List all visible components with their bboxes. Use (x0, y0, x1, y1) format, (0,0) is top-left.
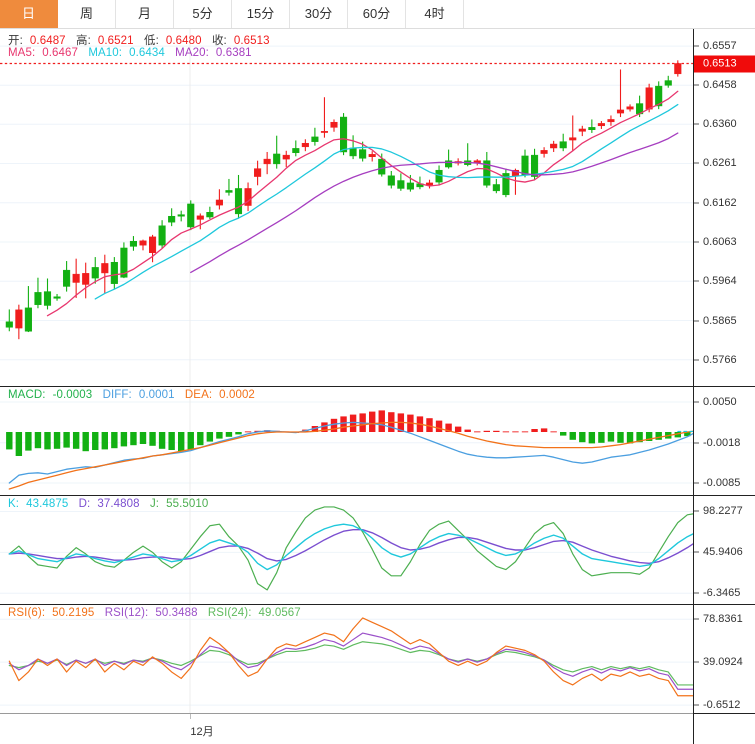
kdj-axis-label: -6.3465 (703, 587, 741, 600)
price-axis-label: 0.5865 (703, 314, 737, 327)
tab-bar-filler (464, 0, 755, 28)
rsi-axis: 78.8361 39.0924 -0.6512 (693, 604, 755, 713)
rsi-axis-label: 78.8361 (703, 613, 743, 626)
axis-tick (694, 45, 699, 47)
rsi-axis-label: -0.6512 (703, 699, 741, 712)
chart-canvas (0, 387, 693, 495)
rsi-axis-label: 39.0924 (703, 656, 743, 669)
axis-tick (694, 551, 699, 553)
axis-tick (694, 401, 699, 403)
tab-label: 4时 (424, 6, 445, 21)
axis-tick (694, 510, 699, 512)
axis-tick (694, 442, 699, 444)
chart-canvas (0, 496, 693, 604)
tab-5[interactable]: 30分 (290, 0, 348, 28)
tab-label: 15分 (246, 6, 275, 21)
kdj-axis: 98.2277 45.9406 -6.3465 (693, 495, 755, 604)
axis-tick (694, 84, 699, 86)
time-axis-tick (190, 714, 191, 719)
chart-canvas (0, 29, 693, 386)
tab-2[interactable]: 月 (116, 0, 174, 28)
axis-tick (694, 618, 699, 620)
axis-tick (694, 704, 699, 706)
rsi-chart-panel[interactable] (0, 604, 693, 713)
kdj-axis-label: 45.9406 (703, 546, 743, 559)
time-axis-corner (693, 713, 755, 744)
price-axis-label: 0.6261 (703, 157, 737, 170)
price-chart-panel[interactable] (0, 29, 693, 386)
chart-canvas (0, 605, 693, 713)
price-axis-label: 0.6557 (703, 40, 737, 53)
axis-tick (694, 123, 699, 125)
tab-label: 5分 (192, 6, 213, 21)
macd-axis-label: 0.0050 (703, 396, 737, 408)
tab-7[interactable]: 4时 (406, 0, 464, 28)
axis-tick (694, 359, 699, 361)
price-axis-label: 0.5766 (703, 353, 737, 366)
tab-3[interactable]: 5分 (174, 0, 232, 28)
period-tab-bar: 日 周 月 5分 15分 30分 60分 4时 (0, 0, 755, 29)
tab-label: 周 (79, 6, 93, 21)
price-axis-label: 0.6063 (703, 236, 737, 248)
price-axis-label: 0.6458 (703, 79, 737, 92)
axis-tick (694, 482, 699, 484)
tab-label: 月 (137, 6, 151, 21)
time-axis-label: 12月 (190, 726, 214, 738)
tab-0[interactable]: 日 (0, 0, 58, 28)
price-axis: 0.6557 0.6458 0.6360 0.6261 0.6162 0.6063 0.59… (693, 29, 755, 386)
axis-tick (694, 592, 699, 594)
macd-axis-label: -0.0018 (703, 436, 741, 449)
price-axis-label: 0.6162 (703, 196, 737, 209)
kdj-chart-panel[interactable] (0, 495, 693, 604)
kdj-axis-label: 98.2277 (703, 505, 743, 518)
axis-tick (694, 280, 699, 282)
price-axis-label: 0.5964 (703, 275, 737, 288)
time-axis: 12月 (0, 713, 693, 744)
macd-axis-label: -0.0085 (703, 477, 741, 489)
current-price-tag: 0.6513 (694, 55, 755, 72)
axis-tick (694, 162, 699, 164)
tab-4[interactable]: 15分 (232, 0, 290, 28)
macd-chart-panel[interactable] (0, 386, 693, 495)
axis-tick (694, 661, 699, 663)
tab-label: 30分 (304, 6, 333, 21)
tab-label: 60分 (362, 6, 391, 21)
tab-1[interactable]: 周 (58, 0, 116, 28)
tab-label: 日 (21, 6, 35, 21)
axis-tick (694, 320, 699, 322)
price-axis-label: 0.6360 (703, 118, 737, 131)
axis-tick (694, 202, 699, 204)
macd-axis: 0.0050 -0.0018 -0.0085 (693, 386, 755, 495)
axis-tick (694, 241, 699, 243)
tab-6[interactable]: 60分 (348, 0, 406, 28)
